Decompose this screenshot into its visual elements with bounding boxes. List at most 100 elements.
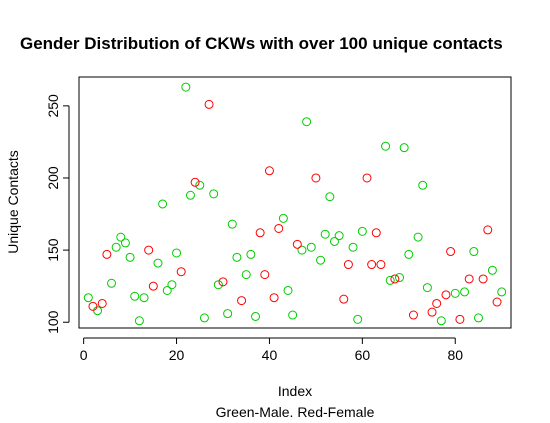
male-data-point <box>399 143 409 153</box>
male-data-point <box>120 238 130 248</box>
male-data-point <box>251 311 261 321</box>
female-data-point <box>339 294 349 304</box>
male-data-point <box>302 117 312 127</box>
female-data-point <box>144 245 154 255</box>
male-data-point <box>172 248 182 258</box>
female-data-point <box>483 225 493 235</box>
male-data-point <box>413 232 423 242</box>
male-data-point <box>422 283 432 293</box>
male-data-point <box>213 280 223 290</box>
male-data-point <box>167 280 177 290</box>
female-data-point <box>441 290 451 300</box>
male-data-point <box>334 231 344 241</box>
y-tick-label: 200 <box>45 166 61 190</box>
male-data-point <box>450 288 460 298</box>
female-data-point <box>274 223 284 233</box>
female-data-point <box>478 274 488 284</box>
y-tick-label: 250 <box>45 94 61 118</box>
female-data-point <box>237 296 247 306</box>
male-data-point <box>185 190 195 200</box>
male-data-point <box>487 265 497 275</box>
female-data-point <box>102 249 112 259</box>
x-tick-label: 80 <box>447 347 463 363</box>
female-data-point <box>204 99 214 109</box>
male-data-point <box>134 316 144 326</box>
male-data-point <box>288 310 298 320</box>
male-data-point <box>162 285 172 295</box>
male-data-point <box>241 270 251 280</box>
chart-title: Gender Distribution of CKWs with over 10… <box>20 34 503 53</box>
male-data-point <box>497 287 507 297</box>
x-tick-label: 40 <box>262 347 278 363</box>
male-data-point <box>209 189 219 199</box>
female-data-point <box>218 277 228 287</box>
male-data-point <box>111 242 121 252</box>
female-data-point <box>376 260 386 270</box>
male-data-point <box>158 199 168 209</box>
male-data-point <box>227 219 237 229</box>
male-data-point <box>116 232 126 242</box>
male-data-point <box>404 249 414 259</box>
female-data-point <box>269 293 279 303</box>
male-data-point <box>297 245 307 255</box>
female-data-point <box>292 239 302 249</box>
male-data-point <box>316 255 326 265</box>
male-data-point <box>320 229 330 239</box>
male-data-point <box>385 275 395 285</box>
female-data-point <box>190 177 200 187</box>
female-data-point <box>432 298 442 308</box>
male-data-point <box>418 180 428 190</box>
male-data-point <box>83 293 93 303</box>
male-data-point <box>306 242 316 252</box>
male-data-point <box>125 252 135 262</box>
male-data-point <box>278 213 288 223</box>
male-data-point <box>381 141 391 151</box>
data-points <box>83 82 507 326</box>
female-data-point <box>362 173 372 183</box>
male-data-point <box>353 314 363 324</box>
male-data-point <box>223 309 233 319</box>
female-data-point <box>343 260 353 270</box>
female-data-point <box>464 274 474 284</box>
male-data-point <box>195 180 205 190</box>
female-data-point <box>176 267 186 277</box>
female-data-point <box>492 297 502 307</box>
y-tick-label: 150 <box>45 238 61 262</box>
male-data-point <box>246 249 256 259</box>
male-data-point <box>93 306 103 316</box>
female-data-point <box>311 173 321 183</box>
female-data-point <box>367 260 377 270</box>
male-data-point <box>181 82 191 92</box>
male-data-point <box>283 285 293 295</box>
male-data-point <box>469 247 479 257</box>
male-data-point <box>153 258 163 268</box>
female-data-point <box>97 298 107 308</box>
female-data-point <box>264 166 274 176</box>
chart-subtitle: Green-Male. Red-Female <box>216 404 375 420</box>
female-data-point <box>88 301 98 311</box>
male-data-point <box>473 313 483 323</box>
female-data-point <box>455 314 465 324</box>
male-data-point <box>348 242 358 252</box>
female-data-point <box>390 274 400 284</box>
x-axis-label: Index <box>278 383 312 399</box>
female-data-point <box>446 247 456 257</box>
x-tick-label: 0 <box>80 347 88 363</box>
male-data-point <box>199 313 209 323</box>
male-data-point <box>436 316 446 326</box>
male-data-point <box>130 291 140 301</box>
x-tick-label: 20 <box>169 347 185 363</box>
male-data-point <box>232 252 242 262</box>
plot-frame <box>78 76 512 329</box>
male-data-point <box>139 293 149 303</box>
male-data-point <box>107 278 117 288</box>
female-data-point <box>371 228 381 238</box>
male-data-point <box>329 236 339 246</box>
axes: 0 20 40 60 80 100 150 200 250 <box>45 94 463 363</box>
male-data-point <box>357 226 367 236</box>
y-axis-label: Unique Contacts <box>5 150 21 254</box>
x-tick-label: 60 <box>355 347 371 363</box>
male-data-point <box>460 287 470 297</box>
female-data-point <box>255 228 265 238</box>
